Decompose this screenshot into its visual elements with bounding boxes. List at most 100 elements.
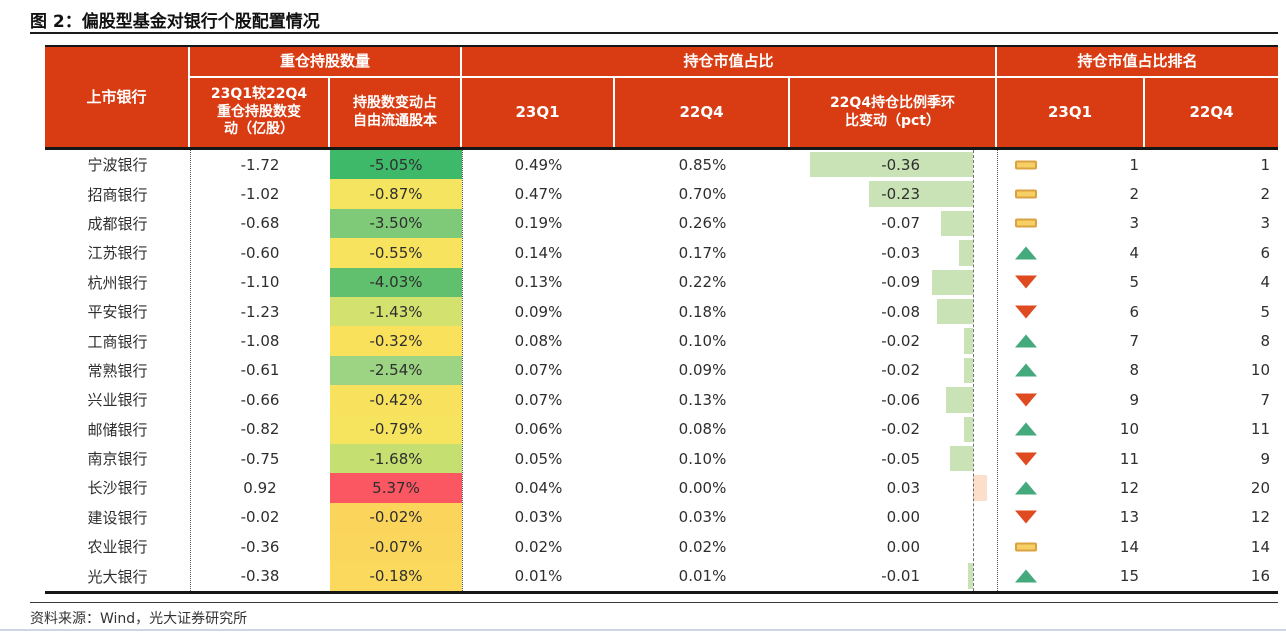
rank-up-icon (1015, 363, 1037, 377)
table-row: 成都银行 -0.68 -3.50% 0.19% 0.26% -0.07 3 3 (45, 208, 1278, 239)
rank-down-icon (1015, 305, 1037, 319)
q1-share-cell: 0.09% (514, 302, 563, 321)
subheader-free-float-pct: 持股数变动占 自由流通股本 (330, 78, 462, 147)
free-float-pct-cell: -4.03% (330, 267, 462, 297)
q4-share-cell: 0.70% (678, 185, 727, 204)
subheader-rank-22q4: 22Q4 (1189, 103, 1234, 122)
rank-down-icon (1015, 393, 1037, 407)
share-change-cell: -0.61 (240, 361, 280, 380)
bank-name-cell: 江苏银行 (87, 244, 148, 263)
q1-share-cell: 0.07% (514, 390, 563, 409)
qoq-change-value: -0.36 (881, 155, 920, 174)
rank-q1-cell: 10 (997, 415, 1145, 444)
q4-share-cell: 0.03% (678, 508, 727, 527)
rank-q4-cell: 10 (1250, 361, 1270, 380)
bank-name-cell: 平安银行 (87, 303, 148, 322)
q4-share-cell: 0.09% (678, 361, 727, 380)
q1-share-cell: 0.13% (514, 273, 563, 292)
qoq-change-databar (968, 563, 973, 589)
rank-up-icon (1015, 334, 1037, 348)
qoq-change-databar (973, 475, 987, 501)
share-change-cell: 0.92 (243, 478, 277, 497)
bank-name-cell: 南京银行 (87, 450, 148, 469)
table-row: 光大银行 -0.38 -0.18% 0.01% 0.01% -0.01 15 16 (45, 561, 1278, 591)
rank-trend-icon-wrap (1015, 452, 1037, 466)
subheader-23q1: 23Q1 (462, 78, 615, 147)
q1-share-cell: 0.03% (514, 508, 563, 527)
rank-down-icon (1015, 452, 1037, 466)
rank-q1-cell: 4 (997, 238, 1145, 267)
free-float-pct-cell: -1.68% (330, 443, 462, 474)
table-row: 邮储银行 -0.82 -0.79% 0.06% 0.08% -0.02 10 11 (45, 414, 1278, 444)
rank-q1-cell: 9 (997, 385, 1145, 414)
rank-flat-icon (1015, 542, 1037, 552)
rank-q4-cell: 14 (1250, 537, 1270, 556)
share-change-cell: -0.36 (240, 537, 280, 556)
q4-share-cell: 0.17% (678, 243, 727, 262)
share-change-cell: -0.66 (240, 390, 280, 409)
subheader-rank-23q1: 23Q1 (997, 78, 1145, 147)
bank-name-cell: 兴业银行 (87, 391, 148, 410)
qoq-change-cell: -0.09 (790, 268, 997, 297)
figure-title: 图 2：偏股型基金对银行个股配置情况 (30, 12, 320, 32)
q4-share-cell: 0.13% (678, 390, 727, 409)
rank-up-icon (1015, 422, 1037, 436)
rank-trend-icon-wrap (1015, 542, 1037, 552)
qoq-change-value: -0.02 (881, 332, 920, 351)
rank-down-icon (1015, 275, 1037, 289)
qoq-change-cell: -0.01 (790, 561, 997, 590)
table-row: 招商银行 -1.02 -0.87% 0.47% 0.70% -0.23 2 2 (45, 179, 1278, 209)
q4-share-cell: 0.01% (678, 567, 727, 586)
qoq-change-cell: -0.02 (790, 356, 997, 385)
free-float-pct-cell: -2.54% (330, 355, 462, 386)
rank-q1-cell: 13 (997, 503, 1145, 532)
qoq-change-databar (809, 152, 973, 178)
free-float-pct-cell: -0.42% (330, 385, 462, 415)
rank-trend-icon-wrap (1015, 393, 1037, 407)
rank-trend-icon-wrap (1015, 189, 1037, 199)
q4-share-cell: 0.26% (678, 214, 727, 233)
share-change-cell: -0.82 (240, 420, 280, 439)
rank-q4-cell: 1 (1260, 155, 1270, 174)
rank-q1-cell: 1 (997, 150, 1145, 179)
q1-share-cell: 0.49% (514, 155, 563, 174)
table-row: 杭州银行 -1.10 -4.03% 0.13% 0.22% -0.09 5 4 (45, 267, 1278, 297)
qoq-change-cell: -0.03 (790, 238, 997, 267)
rank-q4-cell: 3 (1260, 214, 1270, 233)
qoq-change-value: 0.00 (886, 537, 920, 556)
table-header: 上市银行 重仓持股数量 持仓市值占比 持仓市值占比排名 23Q1较22Q4 重仓… (45, 45, 1278, 150)
q1-share-cell: 0.05% (514, 449, 563, 468)
qoq-change-value: -0.02 (881, 361, 920, 380)
rank-q4-cell: 9 (1260, 449, 1270, 468)
qoq-change-databar (950, 445, 973, 472)
qoq-change-value: -0.09 (881, 273, 920, 292)
share-change-cell: -0.75 (240, 449, 280, 468)
rank-trend-icon-wrap (1015, 218, 1037, 228)
subheader-qoq-change: 22Q4持仓比例季环 比变动（pct） (790, 78, 997, 147)
column-separator-bank (190, 150, 191, 591)
bank-name-cell: 农业银行 (87, 538, 148, 557)
page-bottom-rule (0, 629, 1286, 631)
source-note: 资料来源：Wind，光大证券研究所 (30, 611, 248, 627)
rank-trend-icon-wrap (1015, 481, 1037, 495)
qoq-change-databar (868, 181, 973, 207)
qoq-change-databar (945, 387, 973, 413)
table-row: 长沙银行 0.92 5.37% 0.04% 0.00% 0.03 12 20 (45, 473, 1278, 503)
rank-flat-icon (1015, 189, 1037, 199)
rank-q4-cell: 12 (1250, 508, 1270, 527)
qoq-change-cell: -0.02 (790, 326, 997, 355)
q1-share-cell: 0.47% (514, 185, 563, 204)
rank-trend-icon-wrap (1015, 422, 1037, 436)
qoq-change-value: -0.01 (881, 567, 920, 586)
group-header-heavy-holdings: 重仓持股数量 (190, 47, 462, 78)
free-float-pct-cell: -5.05% (330, 150, 462, 180)
q4-share-cell: 0.10% (678, 332, 727, 351)
source-divider (30, 602, 1278, 603)
qoq-change-databar (936, 298, 973, 325)
rank-q4-cell: 20 (1250, 478, 1270, 497)
free-float-pct-cell: -1.43% (330, 296, 462, 327)
group-header-market-value-rank: 持仓市值占比排名 (997, 47, 1278, 78)
qoq-change-databar (959, 240, 973, 266)
qoq-change-value: -0.05 (881, 449, 920, 468)
q1-share-cell: 0.06% (514, 420, 563, 439)
